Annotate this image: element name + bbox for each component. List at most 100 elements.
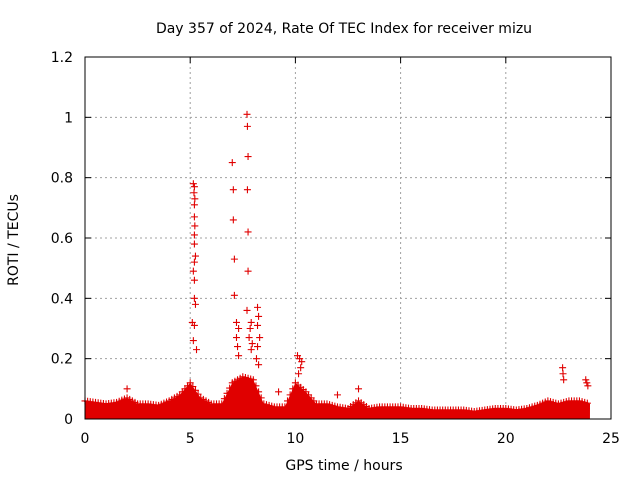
data-points xyxy=(123,110,592,399)
data-point xyxy=(190,240,198,248)
data-point xyxy=(244,153,252,161)
x-tick-label: 0 xyxy=(81,431,90,447)
data-point xyxy=(191,222,199,230)
data-point xyxy=(190,201,198,209)
x-tick-label: 5 xyxy=(186,431,195,447)
data-point xyxy=(297,364,305,372)
data-point xyxy=(193,346,201,354)
x-tick-label: 20 xyxy=(497,431,515,447)
data-point xyxy=(247,346,255,354)
data-point xyxy=(333,391,341,399)
noise-mark xyxy=(583,399,591,407)
data-point xyxy=(584,382,592,390)
noise-mark xyxy=(223,389,231,397)
y-axis-label: ROTI / TECUs xyxy=(6,194,22,286)
data-point xyxy=(244,228,252,236)
noise-mark xyxy=(186,379,194,387)
data-point xyxy=(295,370,303,378)
x-tick-label: 10 xyxy=(286,431,304,447)
data-point xyxy=(229,216,237,224)
grid xyxy=(85,57,611,419)
noise-mark xyxy=(218,400,226,408)
noise-mark xyxy=(220,395,228,403)
data-point xyxy=(583,379,591,387)
noise-mark xyxy=(226,384,234,392)
noise-mark xyxy=(189,383,197,391)
data-point xyxy=(190,321,198,329)
data-point xyxy=(275,388,283,396)
x-axis-label: GPS time / hours xyxy=(285,458,402,474)
data-point xyxy=(190,213,198,221)
data-point xyxy=(232,334,240,342)
data-point xyxy=(190,276,198,284)
data-point xyxy=(190,231,198,239)
y-tick-label: 0 xyxy=(64,412,73,428)
x-tick-label: 25 xyxy=(602,431,620,447)
axis-ticks xyxy=(84,56,612,420)
data-point xyxy=(254,343,262,351)
data-point xyxy=(254,321,262,329)
data-point xyxy=(190,183,198,191)
data-point xyxy=(243,122,251,130)
y-tick-labels: 0 0.2 0.4 0.6 0.8 1 1.2 xyxy=(51,50,73,428)
dense-noise-band xyxy=(81,373,591,419)
data-point xyxy=(235,352,243,360)
y-tick-label: 0.8 xyxy=(51,171,73,187)
data-point xyxy=(355,385,363,393)
data-point xyxy=(189,337,197,345)
data-point xyxy=(582,376,590,384)
data-point xyxy=(235,325,243,332)
data-point xyxy=(190,258,198,266)
data-point xyxy=(234,343,242,351)
data-point xyxy=(243,306,251,314)
data-point xyxy=(255,312,263,320)
noise-mark xyxy=(289,385,297,393)
data-point xyxy=(229,186,237,194)
y-tick-label: 1.2 xyxy=(51,50,73,66)
plot-frame xyxy=(84,56,612,420)
data-point xyxy=(243,186,251,194)
y-tick-label: 0.4 xyxy=(51,291,73,307)
data-point xyxy=(191,252,199,260)
data-point xyxy=(123,385,131,393)
data-point xyxy=(252,355,260,363)
noise-mark xyxy=(257,394,265,402)
data-point xyxy=(230,291,238,299)
data-point xyxy=(245,334,253,342)
data-point xyxy=(247,318,255,326)
data-point xyxy=(190,189,198,197)
x-tick-label: 15 xyxy=(392,431,410,447)
noise-mark xyxy=(249,376,257,384)
data-point xyxy=(559,364,567,372)
data-point xyxy=(189,267,197,275)
y-tick-label: 0.2 xyxy=(51,352,73,368)
data-point xyxy=(232,318,240,326)
data-point xyxy=(255,361,263,369)
data-point xyxy=(246,325,254,332)
noise-mark xyxy=(255,388,263,396)
data-point xyxy=(191,195,199,203)
noise-band-fill xyxy=(85,376,590,419)
data-point xyxy=(243,110,251,118)
data-point xyxy=(230,255,238,263)
noise-mark xyxy=(194,390,202,398)
chart-title: Day 357 of 2024, Rate Of TEC Index for r… xyxy=(156,21,532,37)
data-point xyxy=(189,180,197,188)
noise-mark xyxy=(284,397,292,405)
y-tick-label: 0.6 xyxy=(51,231,73,247)
data-point xyxy=(298,358,306,366)
data-point xyxy=(254,303,262,311)
data-point xyxy=(559,370,567,378)
data-point xyxy=(248,340,256,348)
data-point xyxy=(190,294,198,302)
data-point xyxy=(244,267,252,275)
x-tick-labels: 0 5 10 15 20 25 xyxy=(81,431,620,447)
data-point xyxy=(228,159,236,167)
data-point xyxy=(560,376,568,384)
noise-mark xyxy=(286,391,294,399)
data-point xyxy=(256,334,264,342)
data-point xyxy=(191,300,199,308)
noise-mark xyxy=(252,382,260,390)
noise-mark xyxy=(281,403,289,411)
